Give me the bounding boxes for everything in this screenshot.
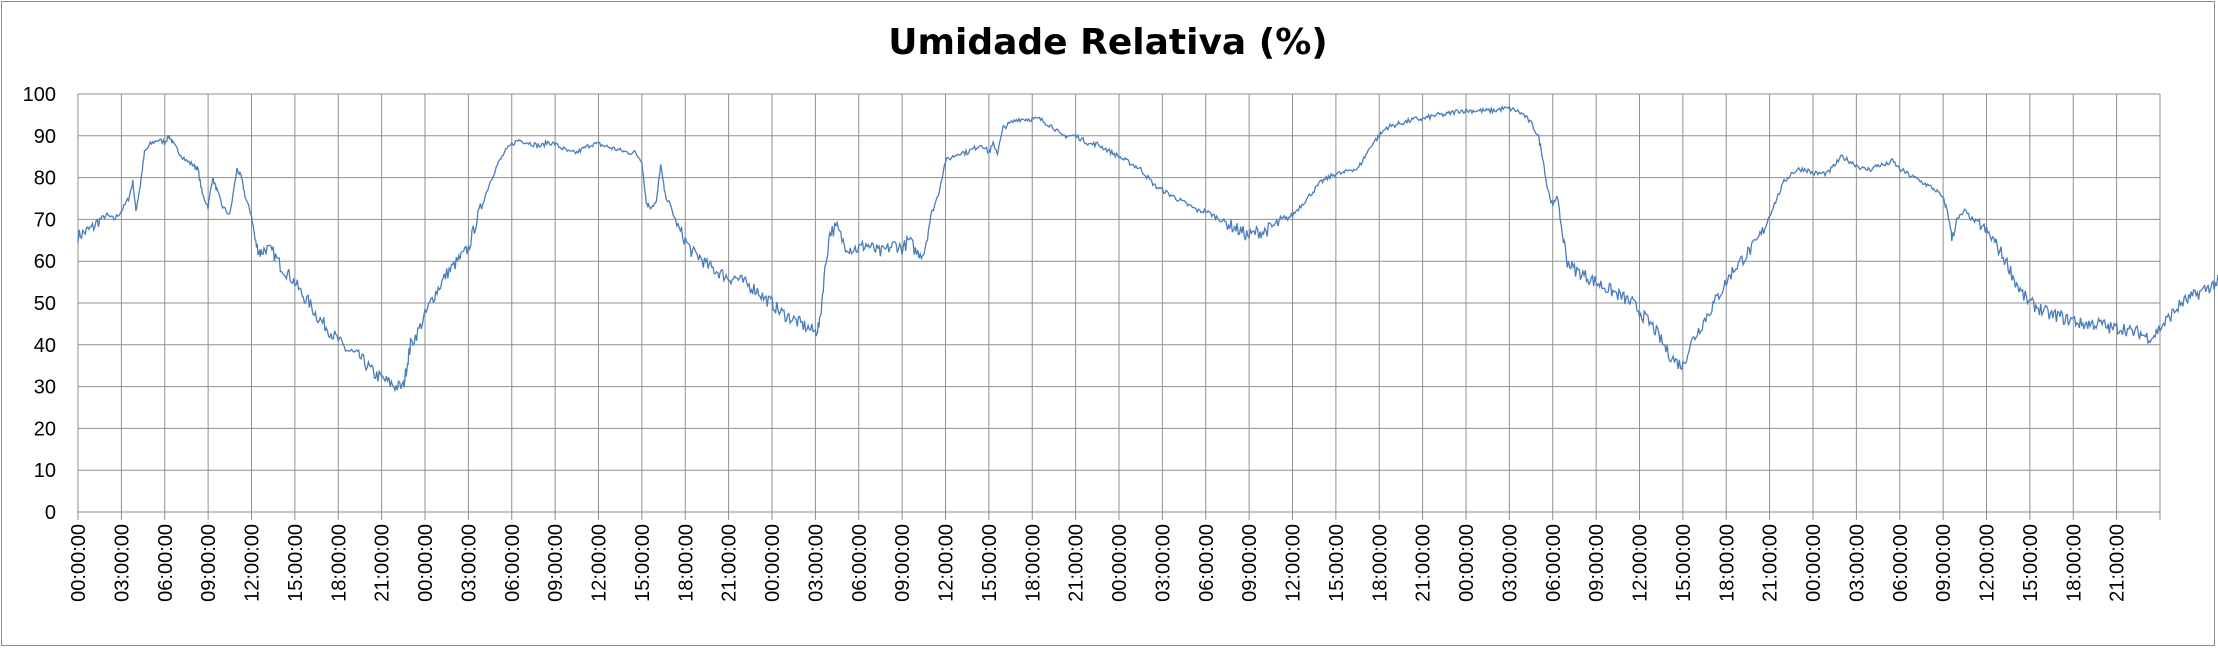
x-tick-label: 09:00:00 xyxy=(1239,524,1261,602)
x-tick-label: 18:00:00 xyxy=(1716,524,1738,602)
x-tick-label: 03:00:00 xyxy=(458,524,480,602)
x-tick-label: 03:00:00 xyxy=(1152,524,1174,602)
x-tick-label: 00:00:00 xyxy=(415,524,437,602)
x-tick-label: 18:00:00 xyxy=(675,524,697,602)
x-tick-label: 15:00:00 xyxy=(1673,524,1695,602)
x-tick-label: 15:00:00 xyxy=(285,524,307,602)
x-tick-label: 18:00:00 xyxy=(1022,524,1044,602)
x-tick-label: 21:00:00 xyxy=(1066,524,1088,602)
x-tick-label: 00:00:00 xyxy=(68,524,90,602)
y-tick-label: 60 xyxy=(34,251,56,273)
x-tick-label: 00:00:00 xyxy=(762,524,784,602)
y-axis: 0 10 20 30 40 50 60 70 80 90 100 xyxy=(23,84,56,524)
x-tick-label: 15:00:00 xyxy=(979,524,1001,602)
x-tick-label: 09:00:00 xyxy=(892,524,914,602)
x-tick-label: 21:00:00 xyxy=(2107,524,2129,602)
x-tick-label: 12:00:00 xyxy=(1283,524,1305,602)
x-tick-label: 00:00:00 xyxy=(1109,524,1131,602)
x-tick-label: 03:00:00 xyxy=(1499,524,1521,602)
x-tick-label: 12:00:00 xyxy=(1977,524,1999,602)
x-tick-label: 06:00:00 xyxy=(502,524,524,602)
x-tick-label: 06:00:00 xyxy=(849,524,871,602)
y-tick-label: 70 xyxy=(34,209,56,231)
chart-title: Umidade Relativa (%) xyxy=(888,22,1327,63)
x-tick-label: 00:00:00 xyxy=(1803,524,1825,602)
x-tick-label: 15:00:00 xyxy=(632,524,654,602)
x-tick-label: 12:00:00 xyxy=(936,524,958,602)
y-tick-label: 20 xyxy=(34,418,56,440)
x-tick-label: 03:00:00 xyxy=(805,524,827,602)
y-tick-label: 90 xyxy=(34,126,56,148)
x-tick-label: 12:00:00 xyxy=(242,524,264,602)
humidity-series-line xyxy=(77,104,2218,393)
x-tick-label: 21:00:00 xyxy=(719,524,741,602)
x-tick-label: 03:00:00 xyxy=(1846,524,1868,602)
x-tick-label: 15:00:00 xyxy=(2020,524,2042,602)
grid xyxy=(77,93,2161,520)
x-tick-label: 18:00:00 xyxy=(2063,524,2085,602)
x-tick-label: 06:00:00 xyxy=(155,524,177,602)
y-tick-label: 30 xyxy=(34,377,56,399)
x-tick-label: 09:00:00 xyxy=(1586,524,1608,602)
y-tick-label: 50 xyxy=(34,293,56,315)
x-tick-label: 15:00:00 xyxy=(1326,524,1348,602)
x-tick-label: 03:00:00 xyxy=(111,524,133,602)
y-tick-label: 80 xyxy=(34,168,56,190)
y-tick-label: 0 xyxy=(45,502,56,524)
x-tick-label: 21:00:00 xyxy=(1760,524,1782,602)
x-tick-label: 09:00:00 xyxy=(198,524,220,602)
x-tick-label: 09:00:00 xyxy=(1933,524,1955,602)
x-tick-label: 18:00:00 xyxy=(1369,524,1391,602)
x-tick-label: 12:00:00 xyxy=(1630,524,1652,602)
y-tick-label: 40 xyxy=(34,335,56,357)
y-tick-label: 100 xyxy=(23,84,56,106)
y-tick-label: 10 xyxy=(34,460,56,482)
x-tick-label: 18:00:00 xyxy=(328,524,350,602)
x-axis: 00:00:00 03:00:00 06:00:00 09:00:00 12:00:00… xyxy=(68,524,2129,602)
x-tick-label: 21:00:00 xyxy=(372,524,394,602)
x-tick-label: 06:00:00 xyxy=(1543,524,1565,602)
x-tick-label: 21:00:00 xyxy=(1413,524,1435,602)
x-tick-label: 06:00:00 xyxy=(1890,524,1912,602)
x-tick-label: 06:00:00 xyxy=(1196,524,1218,602)
x-tick-label: 00:00:00 xyxy=(1456,524,1478,602)
series xyxy=(77,104,2218,393)
x-tick-label: 09:00:00 xyxy=(545,524,567,602)
x-tick-label: 12:00:00 xyxy=(589,524,611,602)
